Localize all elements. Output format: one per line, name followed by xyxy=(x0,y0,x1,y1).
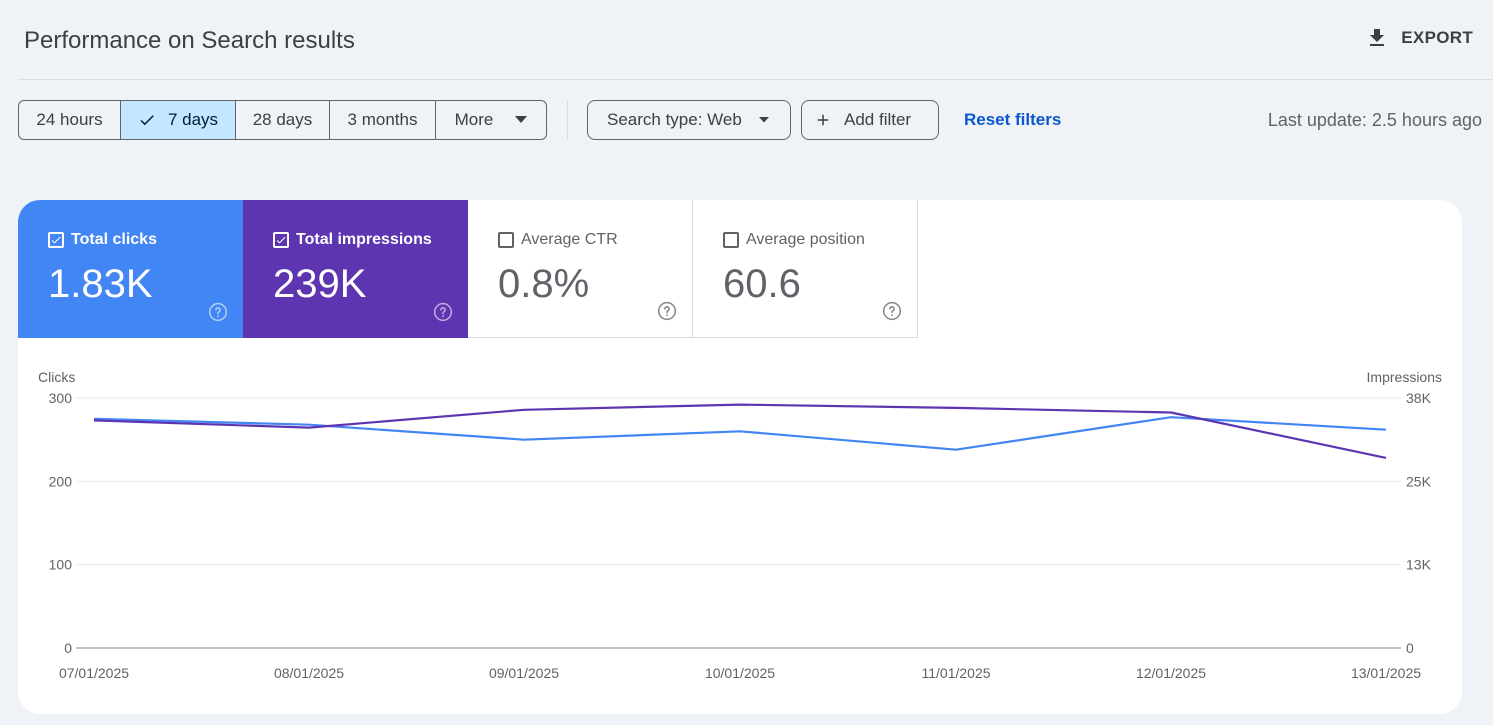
metric-label: Total impressions xyxy=(296,231,432,248)
metric-total-impressions[interactable]: Total impressions 239K xyxy=(243,200,468,338)
caret-down-icon xyxy=(758,117,769,123)
date-range-more-dropdown[interactable]: More xyxy=(436,101,546,139)
page-title: Performance on Search results xyxy=(24,27,355,54)
date-range-label: 3 months xyxy=(347,110,418,129)
x-tick-label: 09/01/2025 xyxy=(489,665,559,681)
y-left-tick-label: 0 xyxy=(64,640,72,656)
caret-down-icon xyxy=(515,116,528,123)
checkbox-unchecked[interactable] xyxy=(498,232,514,248)
x-tick-label: 10/01/2025 xyxy=(705,665,775,681)
check-icon xyxy=(276,236,286,244)
metric-value: 0.8% xyxy=(498,262,590,306)
search-type-label: Search type: Web xyxy=(607,110,742,129)
metric-value: 1.83K xyxy=(48,262,153,306)
page-header: Performance on Search results EXPORT xyxy=(18,0,1493,80)
x-tick-label: 12/01/2025 xyxy=(1136,665,1206,681)
x-tick-label: 11/01/2025 xyxy=(921,665,990,681)
y-right-tick-label: 0 xyxy=(1406,640,1414,656)
metric-label: Total clicks xyxy=(71,231,157,248)
y-right-axis-title: Impressions xyxy=(1367,369,1442,385)
performance-chart: 0 0 100 13K 200 25K 300 38K Clicks Impressions 07/… xyxy=(18,338,1462,714)
y-right-tick-label: 25K xyxy=(1406,473,1432,489)
metric-average-position[interactable]: Average position 60.6 xyxy=(693,200,918,338)
x-tick-label: 13/01/2025 xyxy=(1351,665,1421,681)
metric-value: 60.6 xyxy=(723,262,801,306)
date-range-label: 24 hours xyxy=(36,110,103,129)
impressions-series-line xyxy=(93,403,1387,459)
y-left-tick-label: 100 xyxy=(49,557,73,573)
date-range-label: 28 days xyxy=(252,110,313,129)
y-left-axis-title: Clicks xyxy=(38,369,75,385)
y-right-tick-label: 38K xyxy=(1406,390,1432,406)
add-filter-button[interactable]: Add filter xyxy=(801,100,939,140)
plus-icon xyxy=(817,114,829,126)
last-update-text: Last update: 2.5 hours ago xyxy=(1267,110,1482,130)
help-icon[interactable] xyxy=(882,301,902,321)
y-right-tick-label: 13K xyxy=(1406,557,1432,573)
checkbox-unchecked[interactable] xyxy=(723,232,739,248)
date-range-label: More xyxy=(454,110,494,129)
help-icon[interactable] xyxy=(657,301,677,321)
checkbox-checked[interactable] xyxy=(273,232,289,248)
help-icon[interactable] xyxy=(433,302,453,322)
date-range-28-days[interactable]: 28 days xyxy=(236,101,330,139)
check-icon xyxy=(51,236,61,244)
export-label: EXPORT xyxy=(1401,28,1473,47)
search-type-dropdown[interactable]: Search type: Web xyxy=(587,100,791,140)
metric-average-ctr[interactable]: Average CTR 0.8% xyxy=(468,200,693,338)
filter-toolbar: 24 hours 7 days 28 days 3 months More Se… xyxy=(18,100,1488,140)
date-range-7-days[interactable]: 7 days xyxy=(121,101,236,139)
metric-total-clicks[interactable]: Total clicks 1.83K xyxy=(18,200,243,338)
toolbar-divider xyxy=(567,100,568,140)
x-tick-label: 07/01/2025 xyxy=(59,665,129,681)
date-range-24-hours[interactable]: 24 hours xyxy=(19,101,121,139)
reset-filters-link[interactable]: Reset filters xyxy=(964,110,1062,129)
line-chart: 0 0 100 13K 200 25K 300 38K Clicks Impressions 07/… xyxy=(38,369,1442,681)
metric-label: Average CTR xyxy=(521,231,618,248)
clicks-series-line xyxy=(93,416,1387,451)
check-icon xyxy=(140,115,154,126)
metric-tabs: Total clicks 1.83K Total impressions 239… xyxy=(18,200,918,338)
checkbox-checked[interactable] xyxy=(48,232,64,248)
x-tick-label: 08/01/2025 xyxy=(274,665,344,681)
download-icon xyxy=(1370,29,1385,46)
date-range-selector: 24 hours 7 days 28 days 3 months More xyxy=(18,100,547,140)
y-left-tick-label: 300 xyxy=(49,390,73,406)
metric-value: 239K xyxy=(273,262,367,306)
performance-card: Total clicks 1.83K Total impressions 239… xyxy=(18,200,1462,714)
help-icon[interactable] xyxy=(208,302,228,322)
y-left-tick-label: 200 xyxy=(49,473,73,489)
date-range-3-months[interactable]: 3 months xyxy=(330,101,436,139)
date-range-label: 7 days xyxy=(167,110,219,129)
add-filter-label: Add filter xyxy=(844,110,912,129)
metric-label: Average position xyxy=(746,231,865,248)
export-button[interactable]: EXPORT xyxy=(1365,26,1473,50)
